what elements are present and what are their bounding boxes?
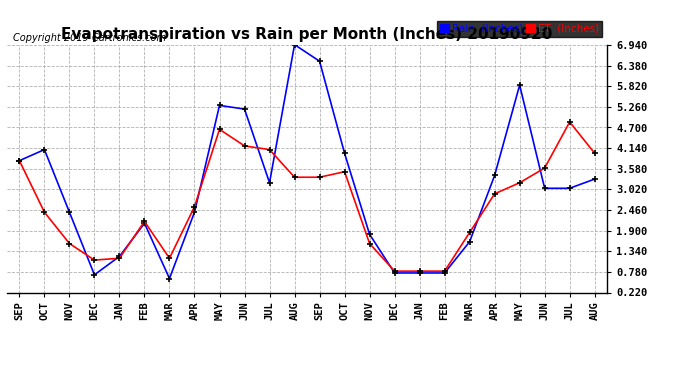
Legend: Rain  (Inches), ET  (Inches): Rain (Inches), ET (Inches) [437,21,602,37]
Title: Evapotranspiration vs Rain per Month (Inches) 20190920: Evapotranspiration vs Rain per Month (In… [61,27,553,42]
Text: Copyright 2019 Cartronics.com: Copyright 2019 Cartronics.com [13,33,166,42]
